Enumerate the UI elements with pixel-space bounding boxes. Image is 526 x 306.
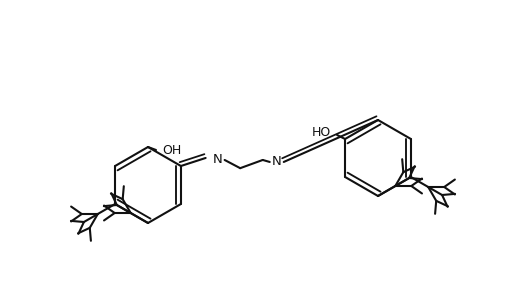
Text: HO: HO (312, 126, 331, 140)
Text: OH: OH (162, 144, 181, 158)
Text: N: N (213, 154, 222, 166)
Text: N: N (272, 155, 281, 169)
